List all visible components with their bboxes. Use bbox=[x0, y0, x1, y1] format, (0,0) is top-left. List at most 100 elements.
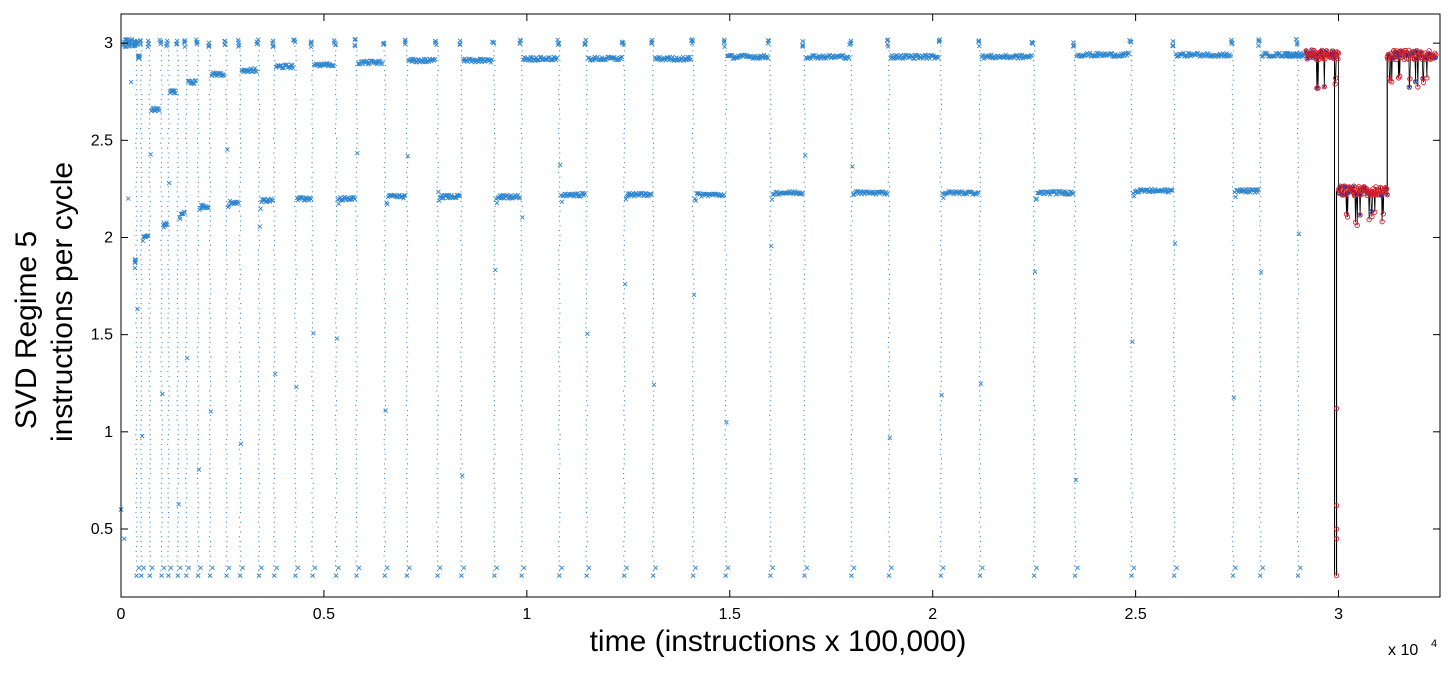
data-point bbox=[168, 234, 170, 237]
data-point bbox=[257, 118, 259, 120]
data-point bbox=[493, 79, 495, 81]
data-point bbox=[208, 94, 211, 96]
data-point bbox=[622, 234, 625, 237]
data-point bbox=[161, 230, 163, 232]
data-point bbox=[294, 366, 296, 368]
data-point bbox=[294, 482, 296, 484]
data-point bbox=[652, 152, 654, 154]
data-point bbox=[257, 84, 260, 86]
data-point bbox=[979, 346, 982, 348]
data-point bbox=[586, 336, 588, 339]
data-point bbox=[258, 322, 260, 324]
data-point bbox=[176, 298, 179, 300]
data-point bbox=[310, 573, 315, 578]
data-point bbox=[978, 419, 981, 421]
data-point bbox=[220, 72, 226, 78]
data-point bbox=[239, 171, 241, 173]
data-point bbox=[210, 385, 212, 387]
data-point bbox=[406, 103, 408, 105]
data-point bbox=[724, 385, 726, 387]
data-point bbox=[940, 550, 942, 552]
data-point bbox=[940, 414, 942, 416]
data-point bbox=[239, 545, 241, 548]
data-point bbox=[460, 171, 462, 173]
data-point bbox=[311, 79, 313, 81]
data-point bbox=[889, 390, 891, 392]
data-point bbox=[851, 205, 853, 207]
data-point bbox=[769, 40, 771, 42]
data-point bbox=[209, 225, 211, 227]
data-point bbox=[258, 220, 261, 222]
data-point bbox=[725, 293, 727, 295]
data-point bbox=[239, 395, 242, 397]
data-point bbox=[460, 317, 462, 319]
data-point bbox=[185, 234, 187, 237]
data-point bbox=[384, 215, 386, 217]
data-point bbox=[422, 59, 428, 65]
data-point bbox=[724, 45, 726, 47]
data-point bbox=[624, 196, 626, 198]
data-point bbox=[558, 64, 560, 67]
data-point bbox=[494, 210, 496, 212]
data-point bbox=[521, 409, 523, 412]
data-point bbox=[210, 147, 212, 149]
data-point bbox=[167, 98, 169, 101]
data-point bbox=[978, 511, 980, 514]
data-point bbox=[887, 346, 889, 348]
data-point bbox=[239, 283, 242, 285]
data-point bbox=[461, 492, 463, 494]
data-point bbox=[197, 472, 199, 475]
data-point bbox=[692, 448, 694, 450]
data-point bbox=[520, 366, 522, 368]
data-point bbox=[334, 375, 337, 378]
data-point bbox=[521, 400, 523, 402]
data-point bbox=[148, 278, 151, 280]
data-point bbox=[692, 128, 694, 130]
data-point bbox=[621, 573, 627, 578]
data-point bbox=[356, 142, 358, 144]
data-point bbox=[167, 108, 169, 110]
data-point bbox=[889, 94, 891, 96]
data-point bbox=[850, 356, 852, 358]
data-point bbox=[460, 356, 462, 358]
data-point bbox=[769, 327, 771, 329]
data-point bbox=[558, 215, 560, 217]
data-point bbox=[355, 560, 357, 562]
data-point bbox=[149, 74, 152, 76]
data-point bbox=[850, 472, 852, 475]
data-point bbox=[460, 458, 462, 460]
data-point bbox=[177, 94, 179, 96]
data-point bbox=[803, 424, 805, 426]
data-point bbox=[586, 215, 588, 217]
data-point bbox=[161, 94, 163, 96]
data-point bbox=[437, 511, 439, 514]
data-point bbox=[888, 74, 890, 76]
data-point bbox=[520, 142, 523, 144]
data-point bbox=[273, 69, 276, 71]
data-point bbox=[652, 375, 654, 378]
data-point bbox=[623, 332, 625, 334]
data-point bbox=[887, 487, 889, 489]
data-point bbox=[940, 123, 943, 125]
data-point bbox=[406, 45, 408, 47]
data-point bbox=[691, 380, 694, 382]
data-point bbox=[240, 225, 242, 227]
data-point bbox=[209, 103, 211, 105]
data-point bbox=[653, 502, 655, 504]
data-point bbox=[460, 322, 463, 324]
data-point bbox=[295, 400, 297, 402]
data-point bbox=[135, 306, 140, 312]
data-point bbox=[140, 424, 142, 426]
data-point bbox=[257, 487, 259, 489]
data-point bbox=[521, 526, 523, 528]
data-point bbox=[383, 288, 386, 290]
data-point bbox=[624, 429, 626, 431]
data-point bbox=[177, 448, 179, 450]
data-point bbox=[196, 560, 199, 562]
data-point bbox=[197, 361, 199, 363]
data-point bbox=[803, 361, 805, 363]
data-point bbox=[167, 239, 169, 241]
data-point bbox=[160, 497, 162, 499]
data-point bbox=[138, 573, 144, 578]
data-point bbox=[140, 497, 142, 499]
